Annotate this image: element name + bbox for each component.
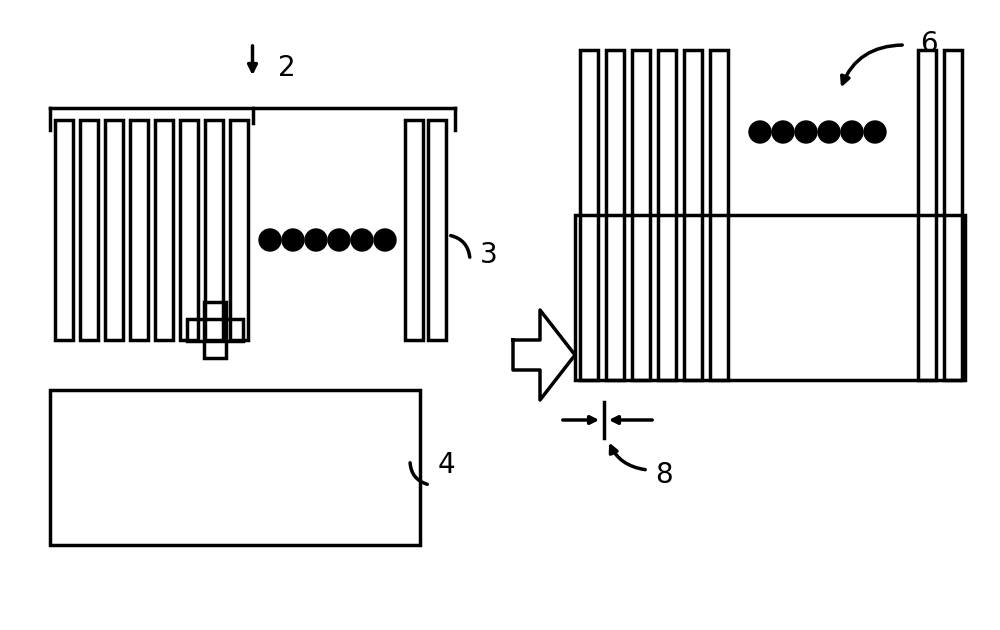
Circle shape <box>374 229 396 251</box>
Bar <box>918 50 936 380</box>
Bar <box>204 302 226 358</box>
Bar <box>580 50 598 380</box>
Text: 8: 8 <box>655 461 673 489</box>
Bar <box>230 120 248 340</box>
Bar <box>105 120 123 340</box>
Circle shape <box>772 121 794 143</box>
Circle shape <box>259 229 281 251</box>
Circle shape <box>305 229 327 251</box>
Bar <box>50 390 420 545</box>
Text: 2: 2 <box>278 54 295 82</box>
Bar <box>575 215 965 380</box>
Bar <box>405 120 423 340</box>
Bar <box>55 120 73 340</box>
Bar <box>710 50 728 380</box>
Circle shape <box>328 229 350 251</box>
Circle shape <box>818 121 840 143</box>
Bar <box>130 120 148 340</box>
Circle shape <box>795 121 817 143</box>
Text: 4: 4 <box>438 451 456 479</box>
Bar <box>658 50 676 380</box>
Bar <box>80 120 98 340</box>
Bar <box>180 120 198 340</box>
Circle shape <box>749 121 771 143</box>
Bar <box>187 319 243 341</box>
Text: 3: 3 <box>480 241 498 269</box>
Bar <box>428 120 446 340</box>
Bar <box>944 50 962 380</box>
Bar <box>632 50 650 380</box>
Bar <box>684 50 702 380</box>
Circle shape <box>841 121 863 143</box>
Bar <box>155 120 173 340</box>
Circle shape <box>282 229 304 251</box>
Bar <box>205 120 223 340</box>
Circle shape <box>864 121 886 143</box>
Circle shape <box>351 229 373 251</box>
Bar <box>606 50 624 380</box>
Text: 6: 6 <box>920 30 938 58</box>
